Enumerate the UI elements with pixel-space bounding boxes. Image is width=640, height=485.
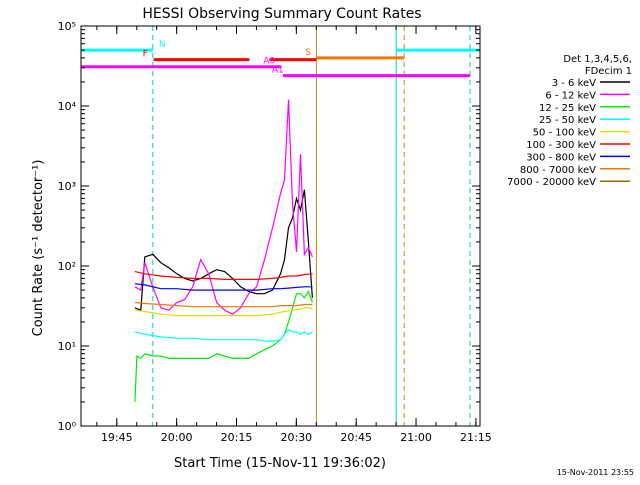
legend-label-3: 25 - 50 keV — [539, 115, 596, 126]
legend-label-4: 50 - 100 keV — [533, 128, 597, 139]
series-line-1 — [134, 99, 313, 315]
legend-label-5: 100 - 300 keV — [526, 140, 596, 151]
series-line-7 — [134, 301, 313, 308]
y-tick-label-4: 10⁴ — [58, 100, 77, 113]
x-tick-label-2: 20:15 — [221, 431, 253, 444]
y-tick-label-2: 10² — [58, 260, 76, 273]
legend-label-7: 800 - 7000 keV — [520, 165, 596, 176]
legend-label-0: 3 - 6 keV — [552, 78, 596, 89]
legend-label-8: 7000 - 20000 keV — [507, 177, 596, 188]
flag-label-A1: A1 — [272, 66, 284, 76]
y-axis-label: Count Rate (s⁻¹ detector⁻¹) — [31, 160, 46, 337]
legend-title-1: FDecim 1 — [585, 66, 632, 77]
flag-label-F: F — [143, 50, 148, 60]
legend-title-0: Det 1,3,4,5,6, — [563, 54, 632, 65]
footer-timestamp: 15-Nov-2011 23:55 — [556, 468, 634, 477]
series-line-2 — [134, 290, 313, 402]
x-tick-label-5: 21:00 — [400, 431, 432, 444]
series-line-4 — [134, 307, 313, 317]
x-tick-label-3: 20:30 — [280, 431, 312, 444]
y-tick-label-5: 10⁵ — [58, 20, 76, 33]
y-tick-label-3: 10³ — [58, 180, 76, 193]
x-axis-label: Start Time (15-Nov-11 19:36:02) — [174, 456, 386, 471]
legend-label-1: 6 - 12 keV — [545, 90, 596, 101]
series-line-0 — [134, 189, 313, 312]
series-line-3 — [134, 328, 313, 342]
series-line-5 — [134, 271, 313, 280]
plot-frame — [80, 25, 481, 427]
legend-label-6: 300 - 800 keV — [526, 152, 596, 163]
flag-label-A0: A0 — [263, 57, 275, 67]
x-tick-label-0: 19:45 — [101, 431, 133, 444]
x-tick-label-4: 20:45 — [340, 431, 372, 444]
x-tick-label-1: 20:00 — [161, 431, 193, 444]
series-line-6 — [134, 283, 313, 291]
flag-label-S: S — [305, 48, 311, 58]
x-tick-label-6: 21:15 — [460, 431, 492, 444]
legend-label-2: 12 - 25 keV — [539, 103, 596, 114]
chart-title: HESSI Observing Summary Count Rates — [142, 6, 421, 22]
y-tick-label-1: 10¹ — [58, 340, 76, 353]
y-tick-label-0: 10⁰ — [58, 420, 77, 433]
flag-label-N: N — [159, 40, 166, 50]
